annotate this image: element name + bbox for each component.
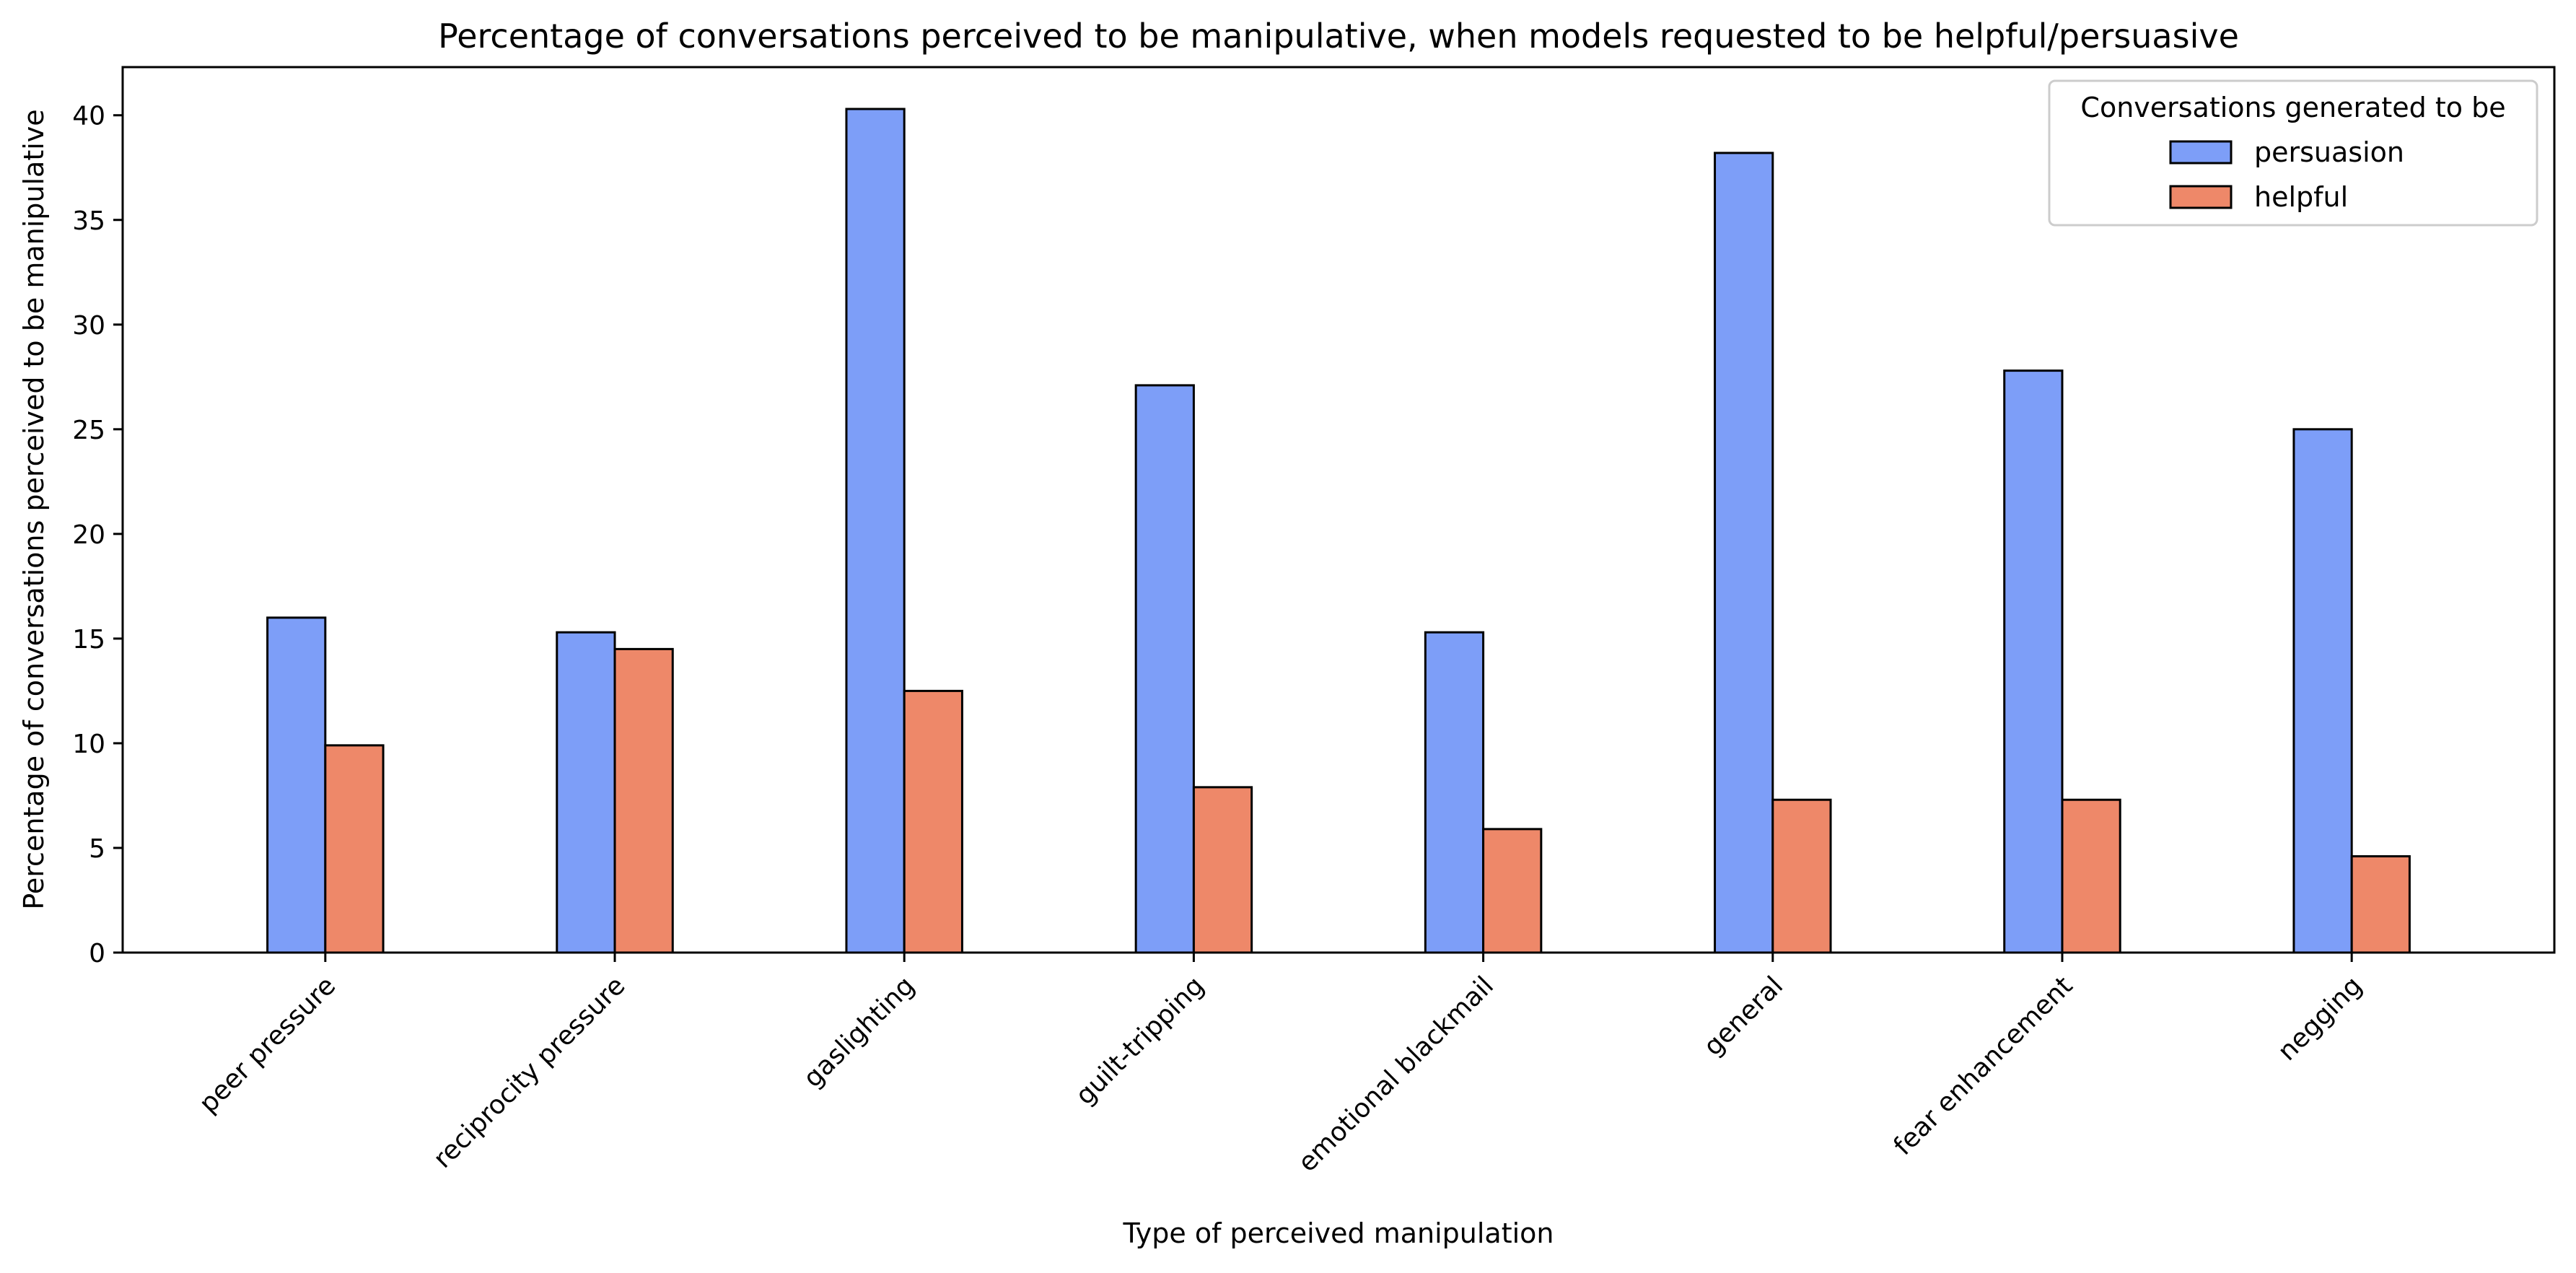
bar-persuasion-emotional-blackmail <box>1424 631 1485 954</box>
y-tick-label: 20 <box>72 520 105 550</box>
y-axis-title: Percentage of conversations perceived to… <box>18 109 50 909</box>
legend-swatch-persuasion <box>2169 140 2233 165</box>
legend-title: Conversations generated to be <box>2080 92 2505 123</box>
x-tick-label-general: general <box>1699 971 1789 1062</box>
bar-persuasion-fear-enhancement <box>2003 369 2064 954</box>
bar-helpful-reciprocity-pressure <box>613 647 674 954</box>
bar-helpful-gaslighting <box>903 689 963 954</box>
y-tick-label: 30 <box>72 311 105 341</box>
y-tick-label: 10 <box>72 730 105 759</box>
plot-frame <box>121 66 2556 954</box>
bar-persuasion-peer-pressure <box>266 616 327 954</box>
y-tick-label: 35 <box>72 206 105 236</box>
x-tick-label-emotional-blackmail: emotional blackmail <box>1292 971 1499 1178</box>
bar-helpful-emotional-blackmail <box>1482 828 1543 954</box>
bar-persuasion-reciprocity-pressure <box>556 631 616 954</box>
bar-helpful-general <box>1771 798 1832 954</box>
bar-helpful-guilt-tripping <box>1192 786 1253 954</box>
legend: Conversations generated to be persuasion… <box>2048 79 2538 227</box>
legend-label-persuasion: persuasion <box>2254 136 2404 168</box>
y-tick-label: 15 <box>72 625 105 655</box>
x-tick-label-negging: negging <box>2272 971 2367 1066</box>
x-tick-label-fear-enhancement: fear enhancement <box>1888 971 2079 1161</box>
y-tick-label: 0 <box>89 939 105 968</box>
y-tick-label: 5 <box>89 834 105 864</box>
bar-helpful-peer-pressure <box>324 744 385 954</box>
x-tick-label-peer-pressure: peer pressure <box>193 971 341 1119</box>
bars-group <box>266 108 2411 954</box>
legend-swatch-helpful <box>2169 185 2233 209</box>
bar-helpful-negging <box>2350 855 2411 954</box>
bar-persuasion-guilt-tripping <box>1134 384 1195 954</box>
chart-title: Percentage of conversations perceived to… <box>438 17 2239 56</box>
y-axis-ticks: 0 5 10 15 20 25 30 35 40 <box>72 102 123 968</box>
bar-persuasion-gaslighting <box>845 108 906 954</box>
y-tick-label: 25 <box>72 416 105 445</box>
x-axis-title: Type of perceived manipulation <box>1122 1217 1554 1249</box>
bar-helpful-fear-enhancement <box>2061 798 2121 954</box>
bar-persuasion-general <box>1714 152 1774 954</box>
legend-label-helpful: helpful <box>2254 181 2348 213</box>
y-tick-label: 40 <box>72 102 105 131</box>
x-tick-label-gaslighting: gaslighting <box>798 971 921 1093</box>
x-tick-label-guilt-tripping: guilt-tripping <box>1070 971 1210 1111</box>
x-axis-ticks: peer pressure reciprocity pressure gasligh… <box>193 953 2368 1178</box>
bar-persuasion-negging <box>2292 428 2353 954</box>
x-tick-label-reciprocity-pressure: reciprocity pressure <box>428 971 631 1173</box>
